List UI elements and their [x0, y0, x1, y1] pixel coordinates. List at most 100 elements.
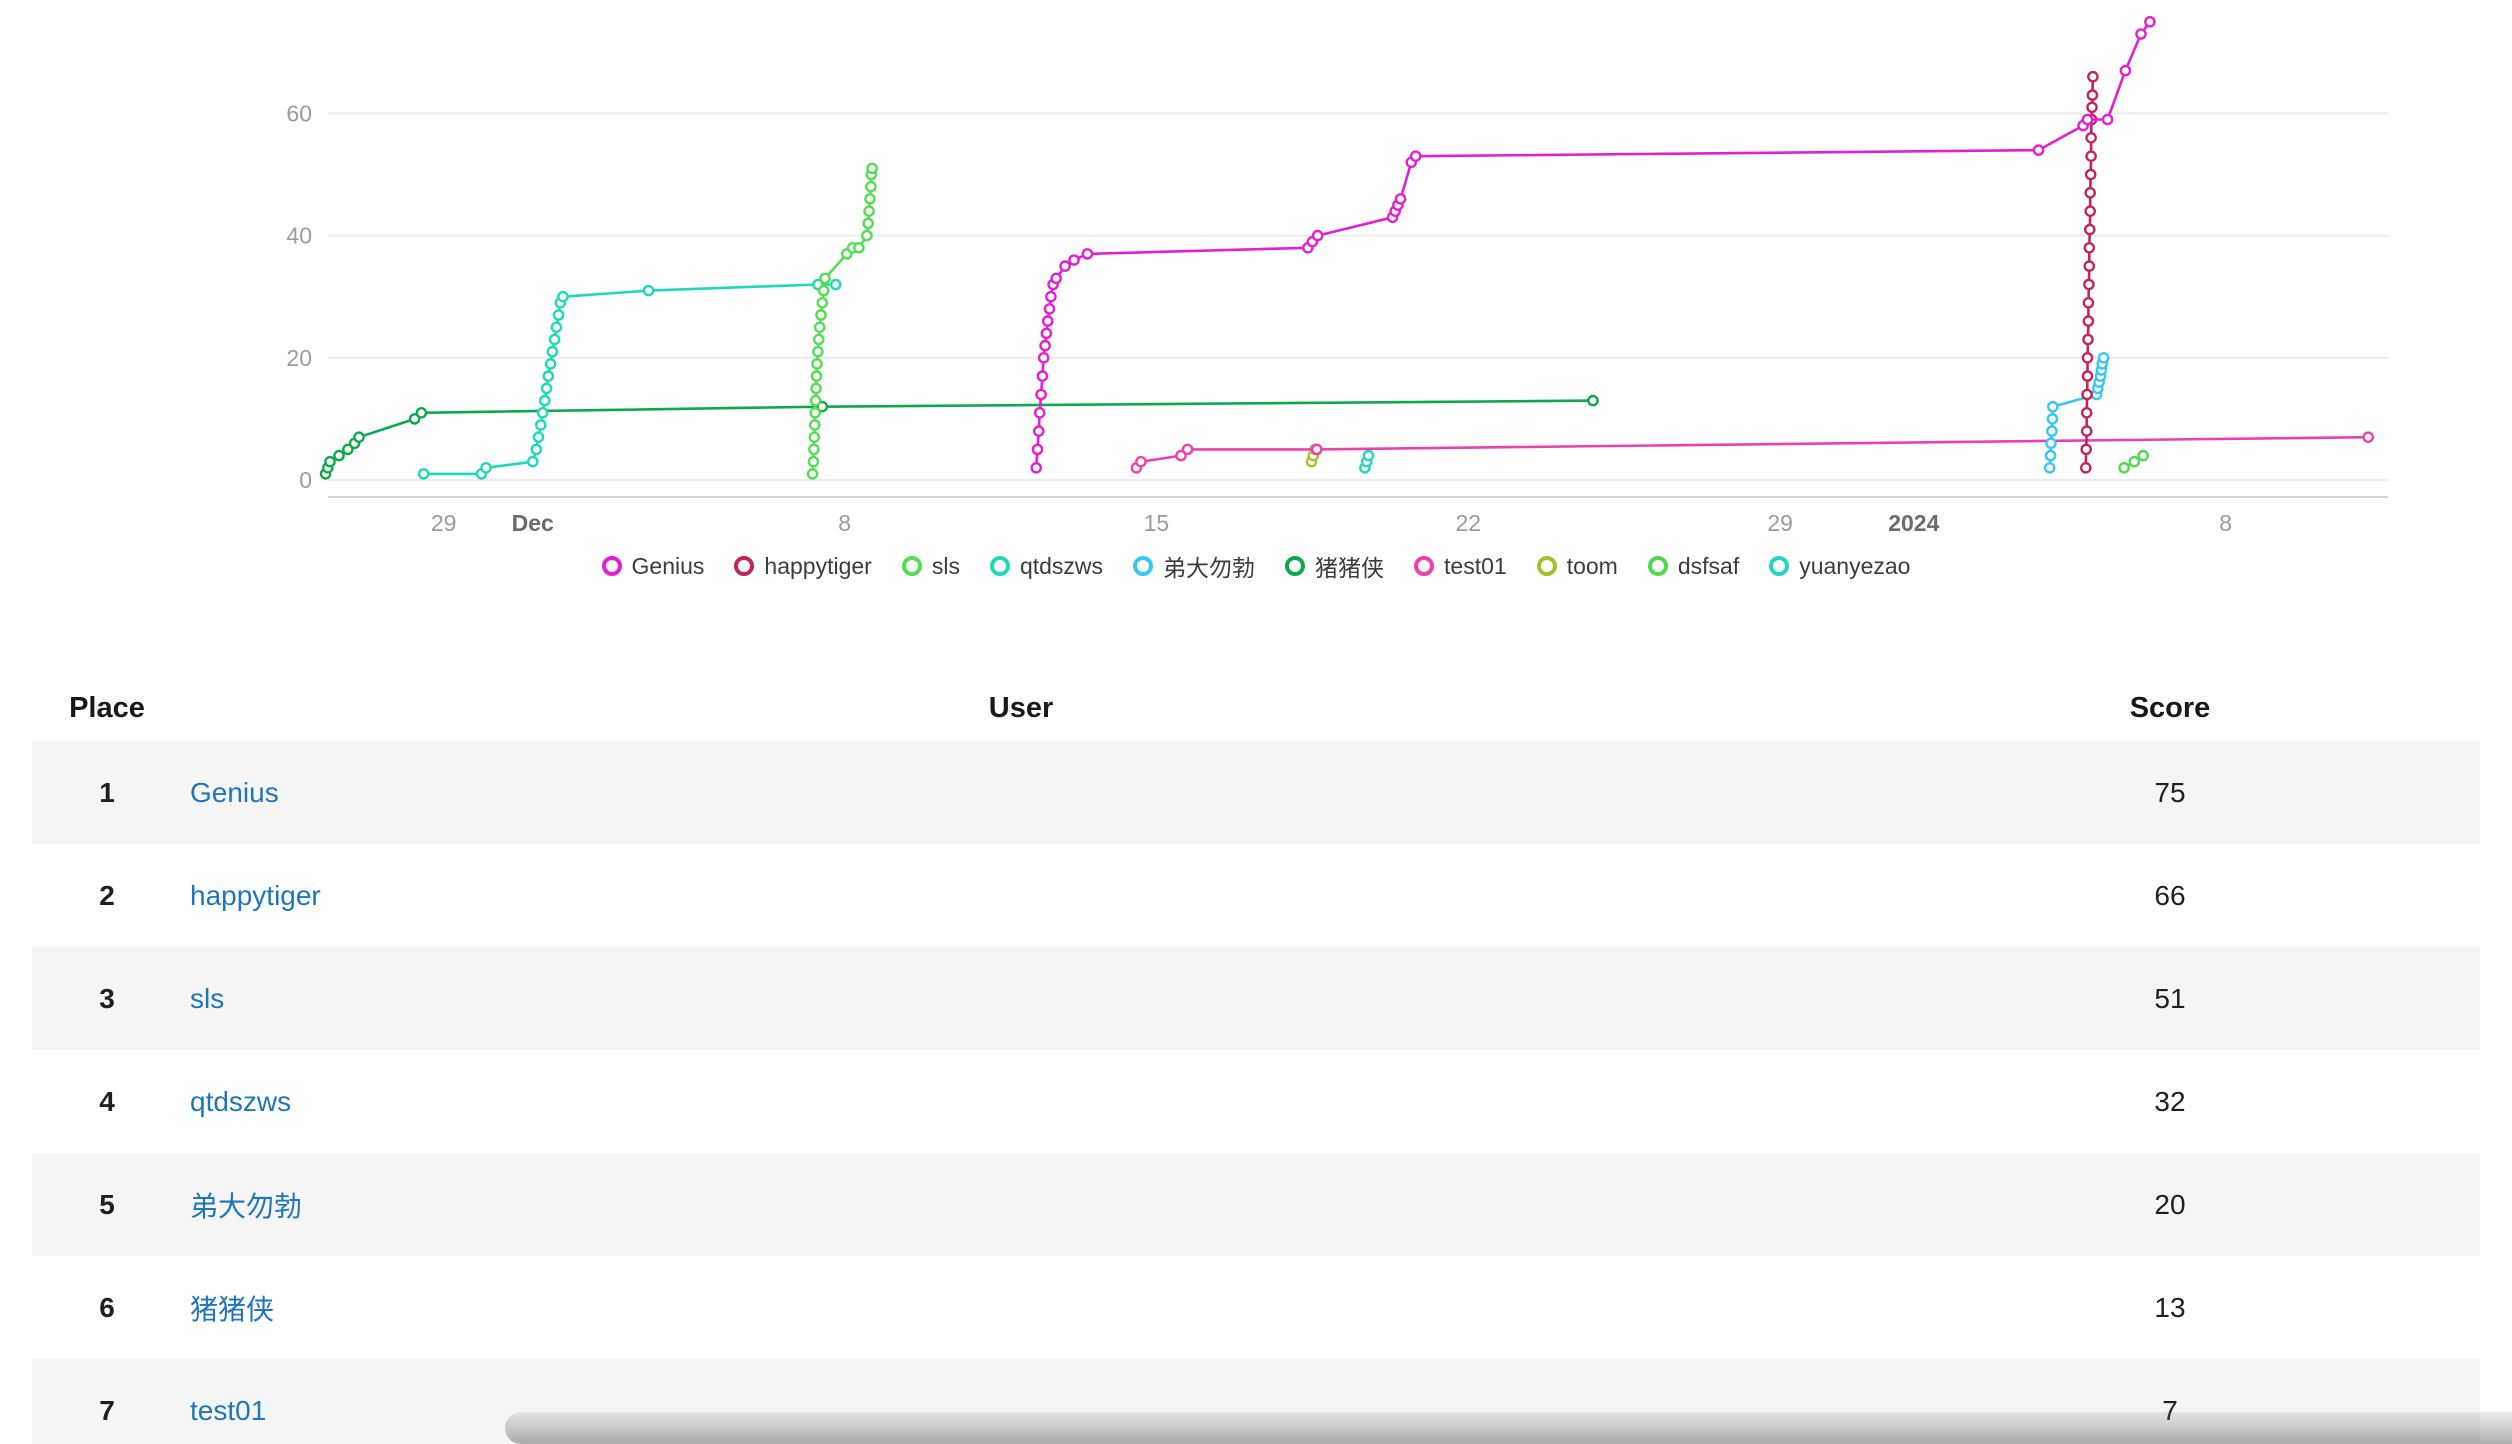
data-point-marker	[817, 284, 830, 297]
score-header: Score	[2129, 692, 2211, 724]
data-point-marker	[1033, 406, 1046, 419]
user-link[interactable]: 猪猪侠	[190, 1293, 275, 1325]
data-point-marker	[853, 241, 865, 254]
user-cell: Genius	[182, 741, 1860, 844]
data-point-marker	[2046, 425, 2058, 437]
series-yuanyezao	[1359, 449, 1375, 474]
user-link[interactable]: sls	[190, 982, 225, 1014]
legend-label: toom	[1566, 552, 1618, 579]
data-point-marker	[2046, 413, 2059, 425]
data-point-marker	[1181, 443, 1194, 456]
data-point-marker	[2086, 89, 2099, 101]
data-point-marker	[863, 205, 875, 217]
legend-item-sls[interactable]: sls	[901, 553, 960, 580]
data-point-marker	[1059, 260, 1071, 272]
data-point-marker	[2081, 370, 2094, 382]
legend-item-qtdszws[interactable]: qtdszws	[989, 552, 1104, 580]
data-point-marker	[342, 443, 354, 456]
user-link[interactable]: 弟大勿勃	[190, 1190, 303, 1222]
data-point-marker	[2137, 449, 2149, 462]
x-tick-label: 22	[1456, 510, 1482, 536]
legend-item-弟大勿勃[interactable]: 弟大勿勃	[1133, 549, 1255, 583]
place-header: Place	[69, 692, 145, 724]
data-point-marker	[546, 345, 559, 358]
data-point-marker	[1035, 388, 1047, 401]
horizontal-scrollbar-thumb[interactable]	[505, 1412, 2512, 1444]
legend-marker-icon	[1647, 556, 1668, 576]
legend-item-test01[interactable]: test01	[1414, 553, 1507, 580]
score-cell: 51	[2154, 982, 2186, 1014]
user-cell: qtdszws	[182, 1050, 1860, 1153]
data-point-marker	[1041, 315, 1054, 327]
legend-label: 弟大勿勃	[1163, 555, 1256, 581]
data-point-marker	[535, 419, 547, 431]
legend-marker-icon	[1769, 556, 1790, 576]
series-qtdszws	[417, 278, 842, 480]
legend-label: happytiger	[764, 552, 872, 579]
data-point-marker	[2081, 388, 2093, 401]
data-point-marker	[2085, 131, 2097, 144]
score-cell: 32	[2154, 1085, 2186, 1117]
data-point-marker	[865, 180, 877, 193]
data-point-marker	[1311, 443, 1323, 456]
data-point-marker	[2046, 400, 2059, 413]
data-point-marker	[1040, 327, 1053, 340]
data-point-marker	[527, 455, 539, 468]
legend-label: qtdszws	[1019, 552, 1104, 579]
y-tick-label: 0	[299, 467, 312, 493]
user-link[interactable]: test01	[190, 1394, 267, 1426]
data-point-marker	[2081, 113, 2094, 126]
data-point-marker	[2084, 205, 2096, 217]
data-point-marker	[2084, 186, 2096, 199]
series-弟大勿勃	[2043, 351, 2110, 474]
user-link[interactable]: qtdszws	[190, 1085, 292, 1117]
x-tick-label: 29	[431, 510, 457, 536]
data-point-marker	[819, 272, 831, 285]
data-point-marker	[866, 162, 879, 175]
user-link[interactable]: happytiger	[190, 879, 321, 911]
user-cell: 猪猪侠	[182, 1256, 1860, 1359]
legend-item-happytiger[interactable]: happytiger	[734, 552, 872, 580]
legend-label: dsfsaf	[1677, 552, 1740, 579]
data-point-marker	[1587, 394, 1599, 407]
data-point-marker	[550, 321, 563, 334]
data-point-marker	[408, 413, 421, 425]
data-point-marker	[539, 394, 551, 407]
data-point-marker	[808, 443, 820, 456]
data-point-marker	[2101, 113, 2114, 126]
scoreboard-row: 2 happytiger 66	[32, 844, 2480, 947]
legend-marker-icon	[989, 556, 1010, 576]
place-cell: 3	[99, 982, 115, 1014]
data-point-marker	[2135, 28, 2147, 40]
legend-label: Genius	[631, 552, 705, 579]
data-point-marker	[2080, 425, 2093, 437]
score-graph-section: 0 20 40 60 29 Dec 8 15 22 29 2024 8 Genius happytige…	[0, 0, 2512, 581]
data-point-marker	[552, 309, 565, 321]
y-tick-label: 40	[286, 223, 312, 249]
legend-item-yuanyezao[interactable]: yuanyezao	[1769, 553, 1910, 580]
series-line	[811, 167, 874, 476]
data-point-marker	[1394, 193, 1407, 205]
legend-item-猪猪侠[interactable]: 猪猪侠	[1285, 549, 1384, 583]
user-link[interactable]: Genius	[190, 776, 279, 808]
legend-item-Genius[interactable]: Genius	[601, 552, 705, 580]
data-point-marker	[542, 370, 555, 382]
user-cell: sls	[182, 947, 1860, 1050]
data-point-marker	[1030, 461, 1042, 474]
data-point-marker	[2082, 296, 2095, 309]
legend-marker-icon	[1414, 556, 1435, 576]
data-point-marker	[1031, 443, 1044, 456]
data-point-marker	[544, 358, 557, 370]
data-point-marker	[2128, 455, 2141, 468]
legend-item-dsfsaf[interactable]: dsfsaf	[1647, 552, 1740, 580]
place-cell: 4	[99, 1085, 115, 1117]
data-point-marker	[642, 284, 655, 297]
data-point-marker	[808, 431, 821, 444]
data-point-marker	[812, 345, 824, 358]
x-tick-label: 29	[1767, 510, 1793, 536]
legend-item-toom[interactable]: toom	[1536, 552, 1618, 580]
data-point-marker	[2044, 449, 2057, 462]
data-point-marker	[2080, 443, 2092, 456]
scoreboard-row: 4 qtdszws 32	[32, 1050, 2480, 1153]
